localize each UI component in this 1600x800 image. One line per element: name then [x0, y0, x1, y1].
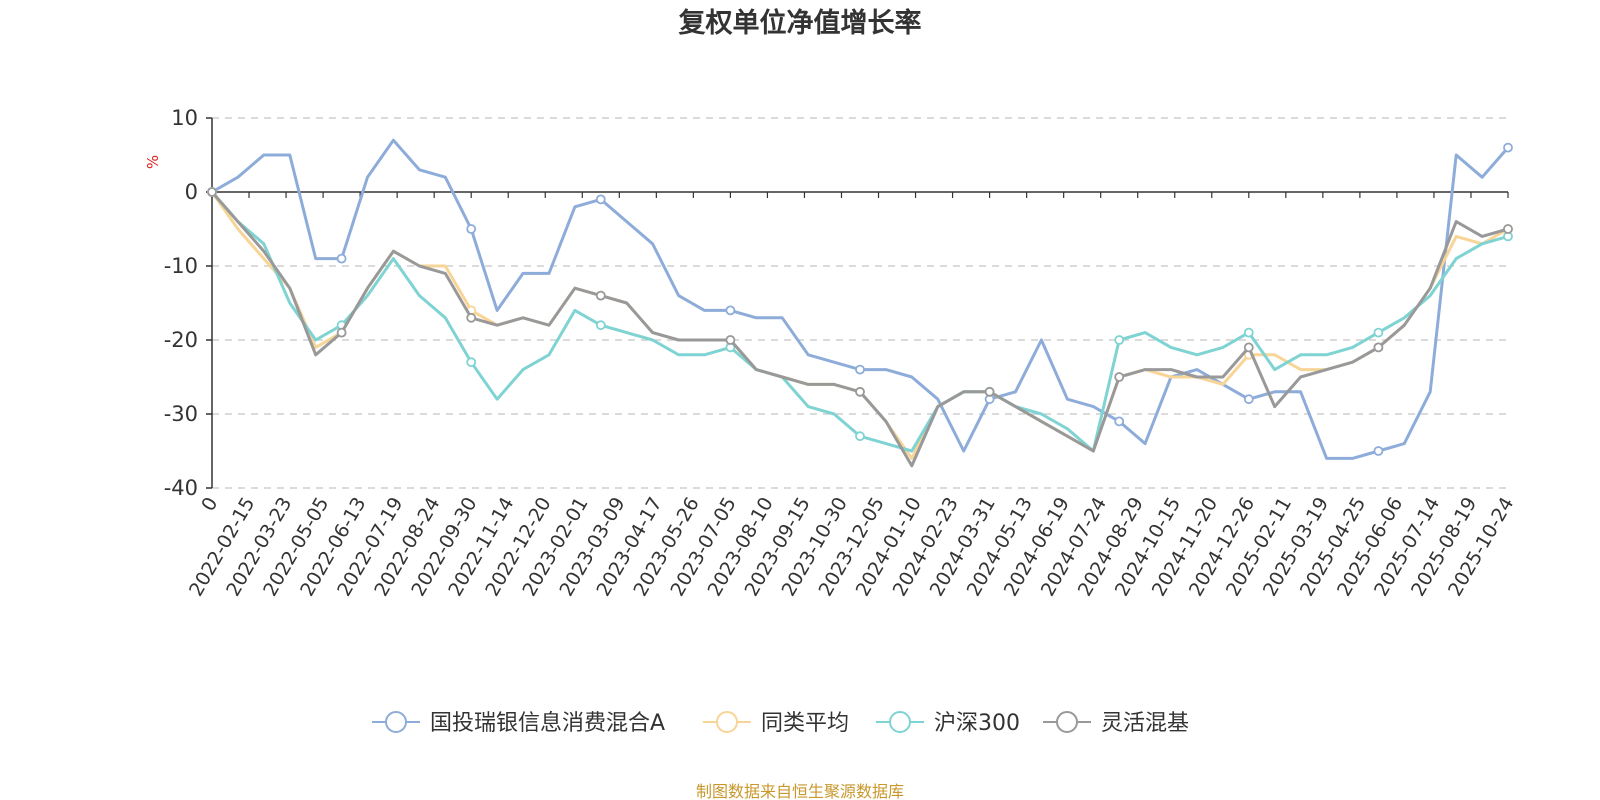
series-0-point-50	[1503, 142, 1513, 153]
y-tick-label-2: -10	[164, 254, 198, 278]
legend-label-2: 沪深300	[934, 711, 1020, 736]
legend-item-3[interactable]: 灵活混基	[1043, 711, 1189, 736]
source-note: 制图数据来自恒生聚源数据库	[696, 782, 904, 800]
series-3-point-0	[207, 187, 217, 197]
series-3-point-15	[595, 290, 606, 301]
series-3-point-25	[855, 386, 865, 397]
y-tick-label-4: -30	[164, 402, 198, 426]
series-2-point-35	[1114, 335, 1125, 345]
series-3-point-40	[1243, 342, 1254, 353]
series-0-point-10	[466, 224, 477, 234]
series-0-point-40	[1243, 394, 1254, 405]
legend-label-0: 国投瑞银信息消费混合A	[430, 711, 665, 736]
series-lines	[207, 138, 1513, 468]
y-tick-label-0: 10	[171, 106, 198, 130]
legend-label-3: 灵活混基	[1101, 711, 1189, 736]
series-0-point-25	[855, 364, 865, 375]
series-line-2	[210, 191, 1509, 453]
series-0-point-15	[595, 194, 606, 205]
legend-marker-0	[385, 711, 407, 733]
series-line-0	[211, 138, 1510, 460]
y-tick-label-3: -20	[164, 328, 198, 352]
series-3-point-50	[1503, 224, 1513, 234]
series-0-point-20	[725, 305, 736, 316]
series-3-point-20	[725, 335, 736, 345]
chart-title: 复权单位净值增长率	[679, 7, 922, 39]
series-2-point-10	[466, 357, 477, 368]
x-tick-label-0: 0	[197, 494, 222, 515]
series-0-point-35	[1114, 416, 1125, 427]
series-line-1	[210, 191, 1509, 460]
y-axis-unit: %	[144, 155, 162, 169]
series-3-point-30	[984, 386, 995, 397]
series-3-point-45	[1373, 342, 1384, 353]
legend-marker-3	[1056, 711, 1078, 733]
series-3-point-5	[336, 327, 347, 338]
series-3-point-10	[466, 312, 477, 323]
series-2-point-25	[855, 431, 865, 442]
series-0-point-45	[1373, 446, 1384, 456]
legend-item-2[interactable]: 沪深300	[876, 711, 1020, 736]
legend-marker-1	[716, 711, 738, 733]
series-3-point-35	[1114, 372, 1125, 382]
y-tick-label-1: 0	[185, 180, 198, 204]
y-tick-label-5: -40	[164, 476, 198, 500]
series-2-point-15	[595, 320, 606, 331]
legend-label-1: 同类平均	[761, 711, 849, 736]
legend-item-1[interactable]: 同类平均	[703, 711, 849, 736]
grid-lines	[212, 117, 1508, 489]
series-2-point-45	[1373, 327, 1384, 338]
legend-item-0[interactable]: 国投瑞银信息消费混合A	[372, 711, 665, 736]
legend[interactable]: 国投瑞银信息消费混合A 同类平均 沪深300 灵活混基	[372, 711, 1189, 736]
series-0-point-5	[336, 253, 347, 264]
legend-marker-2	[889, 711, 911, 733]
series-2-point-40	[1243, 327, 1254, 338]
